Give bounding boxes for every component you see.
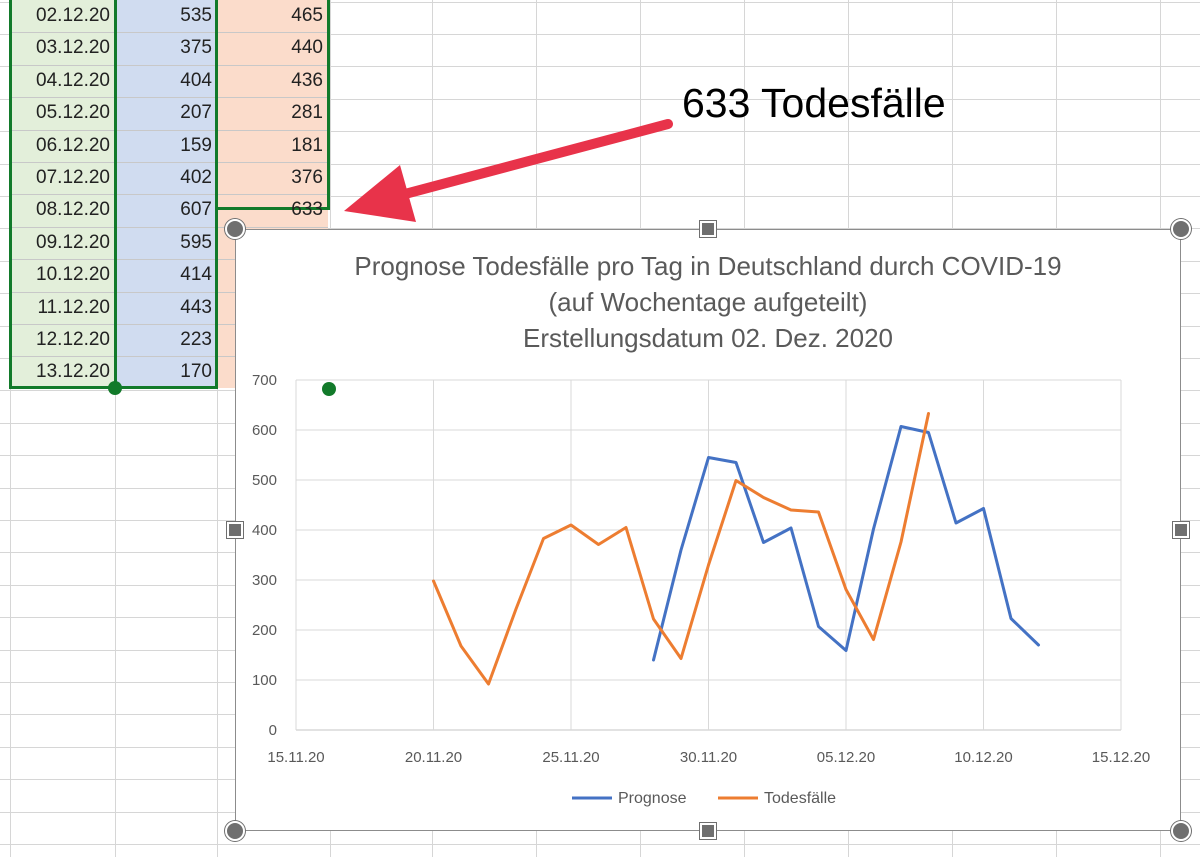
prognose-cell[interactable]: 159 [180, 135, 212, 156]
prognose-cell[interactable]: 414 [180, 264, 212, 285]
y-tick-label: 400 [252, 522, 277, 539]
x-tick-label: 20.11.20 [405, 749, 462, 766]
x-tick-label: 15.11.20 [267, 749, 324, 766]
chart-green-marker [322, 382, 336, 396]
annotation-arrow [344, 119, 673, 222]
date-cell[interactable]: 12.12.20 [36, 329, 110, 350]
todesfaelle-cell[interactable]: 281 [291, 102, 323, 123]
resize-handle-left[interactable] [227, 522, 243, 538]
y-tick-label: 300 [252, 572, 277, 589]
series-line-prognose [652, 425, 1040, 662]
resize-handle-bottom-right[interactable] [1171, 821, 1191, 841]
y-tick-label: 700 [252, 372, 277, 389]
prognose-cell[interactable]: 595 [180, 232, 212, 253]
resize-handle-right[interactable] [1173, 522, 1189, 538]
date-cell[interactable]: 10.12.20 [36, 264, 110, 285]
chart-title-line-3: Erstellungsdatum 02. Dez. 2020 [523, 323, 893, 353]
todesfaelle-cell[interactable]: 376 [291, 167, 323, 188]
prognose-cell[interactable]: 443 [180, 297, 212, 318]
y-tick-label: 100 [252, 672, 277, 689]
date-cell[interactable]: 07.12.20 [36, 167, 110, 188]
resize-handle-top[interactable] [700, 221, 716, 237]
todesfaelle-cell[interactable]: 181 [291, 135, 323, 156]
date-cell[interactable]: 02.12.20 [36, 5, 110, 26]
y-tick-label: 600 [252, 422, 277, 439]
prognose-cell[interactable]: 402 [180, 167, 212, 188]
todesfaelle-cell[interactable]: 436 [291, 70, 323, 91]
date-cell[interactable]: 04.12.20 [36, 70, 110, 91]
prognose-cell[interactable]: 207 [180, 102, 212, 123]
resize-handle-bottom[interactable] [700, 823, 716, 839]
date-cell[interactable]: 03.12.20 [36, 37, 110, 58]
prognose-cell[interactable]: 404 [180, 70, 212, 91]
x-tick-label: 25.11.20 [542, 749, 599, 766]
prognose-cell[interactable]: 375 [180, 37, 212, 58]
prognose-cell[interactable]: 170 [180, 361, 212, 382]
date-cell[interactable]: 08.12.20 [36, 199, 110, 220]
selection-border-todesfaelle [215, 0, 330, 210]
resize-handle-top-right[interactable] [1171, 219, 1191, 239]
todesfaelle-cell[interactable]: 440 [291, 37, 323, 58]
chart-title: Prognose Todesfälle pro Tag in Deutschla… [235, 248, 1181, 356]
selection-fill-handle[interactable] [108, 381, 122, 395]
date-cell[interactable]: 05.12.20 [36, 102, 110, 123]
prognose-cell[interactable]: 607 [180, 199, 212, 220]
x-tick-label: 30.11.20 [680, 749, 737, 766]
x-tick-label: 15.12.20 [1092, 749, 1150, 766]
resize-handle-top-left[interactable] [225, 219, 245, 239]
prognose-cell[interactable]: 223 [180, 329, 212, 350]
y-tick-label: 200 [252, 622, 277, 639]
chart-title-line-2: (auf Wochentage aufgeteilt) [548, 287, 868, 317]
series-line-todesfaelle [432, 412, 930, 686]
y-tick-label: 0 [269, 722, 277, 739]
legend-label: Todesfälle [764, 790, 836, 807]
todesfaelle-cell[interactable]: 465 [291, 5, 323, 26]
x-tick-label: 10.12.20 [954, 749, 1012, 766]
date-cell[interactable]: 09.12.20 [36, 232, 110, 253]
x-tick-label: 05.12.20 [817, 749, 875, 766]
todesfaelle-cell[interactable]: 633 [291, 199, 323, 220]
prognose-cell[interactable]: 535 [180, 5, 212, 26]
chart-title-line-1: Prognose Todesfälle pro Tag in Deutschla… [354, 251, 1062, 281]
legend-label: Prognose [618, 790, 687, 807]
date-cell[interactable]: 13.12.20 [36, 361, 110, 382]
resize-handle-bottom-left[interactable] [225, 821, 245, 841]
date-cell[interactable]: 06.12.20 [36, 135, 110, 156]
annotation-text: 633 Todesfälle [682, 80, 946, 126]
y-tick-label: 500 [252, 472, 277, 489]
date-cell[interactable]: 11.12.20 [37, 297, 110, 318]
